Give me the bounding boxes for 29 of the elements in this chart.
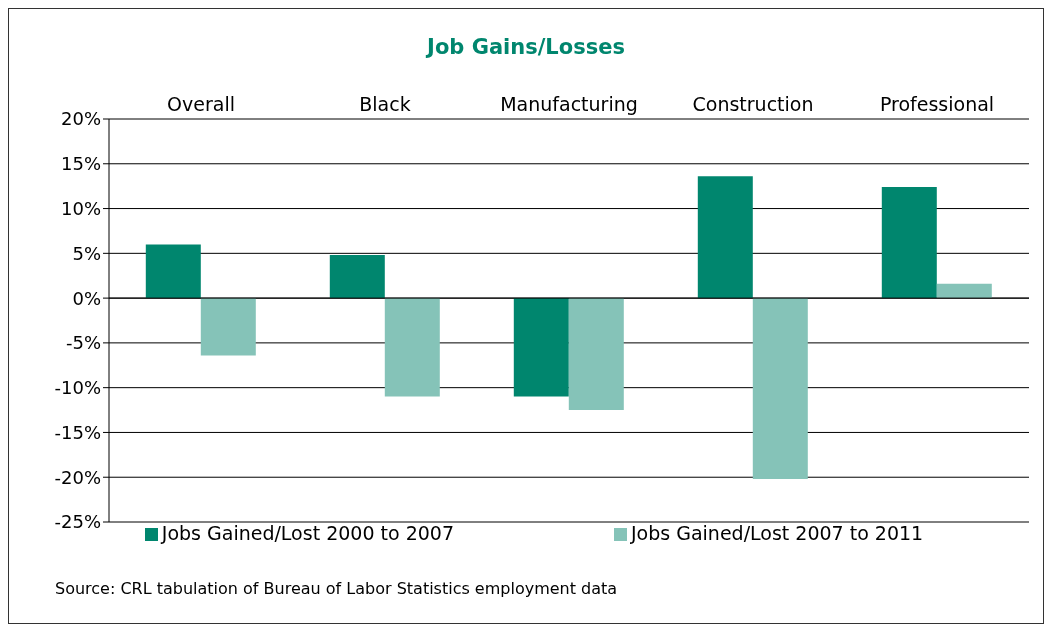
- bar: [384, 298, 440, 397]
- bar: [752, 298, 808, 480]
- x-tick-label: Overall: [167, 93, 235, 115]
- y-tick-label: -10%: [54, 377, 101, 399]
- bar: [936, 283, 992, 299]
- x-tick-label: Manufacturing: [500, 93, 638, 115]
- bar: [881, 187, 937, 299]
- x-tick-label: Black: [359, 93, 411, 115]
- y-tick-label: -20%: [54, 466, 101, 488]
- y-tick-label: 15%: [60, 153, 101, 175]
- chart-title: Job Gains/Losses: [424, 35, 626, 59]
- legend-label: Jobs Gained/Lost 2000 to 2007: [161, 522, 454, 544]
- legend-label: Jobs Gained/Lost 2007 to 2011: [631, 522, 924, 544]
- y-tick-label: 10%: [60, 197, 101, 219]
- y-tick-label: 0%: [72, 287, 101, 309]
- y-tick-label: 5%: [72, 242, 101, 264]
- y-tick-label: 20%: [60, 108, 101, 130]
- y-tick-label: -5%: [65, 332, 101, 354]
- source-note: Source: CRL tabulation of Bureau of Labor Statistics employment data: [55, 579, 618, 598]
- bar: [200, 298, 256, 356]
- x-tick-label: Construction: [692, 93, 814, 115]
- bar: [145, 244, 201, 299]
- y-tick-label: -25%: [54, 511, 101, 533]
- bar: [568, 298, 624, 411]
- bar: [513, 298, 569, 397]
- bar: [697, 176, 753, 299]
- bar: [329, 255, 385, 299]
- x-tick-label: Professional: [879, 93, 995, 115]
- y-tick-label: -15%: [54, 421, 101, 443]
